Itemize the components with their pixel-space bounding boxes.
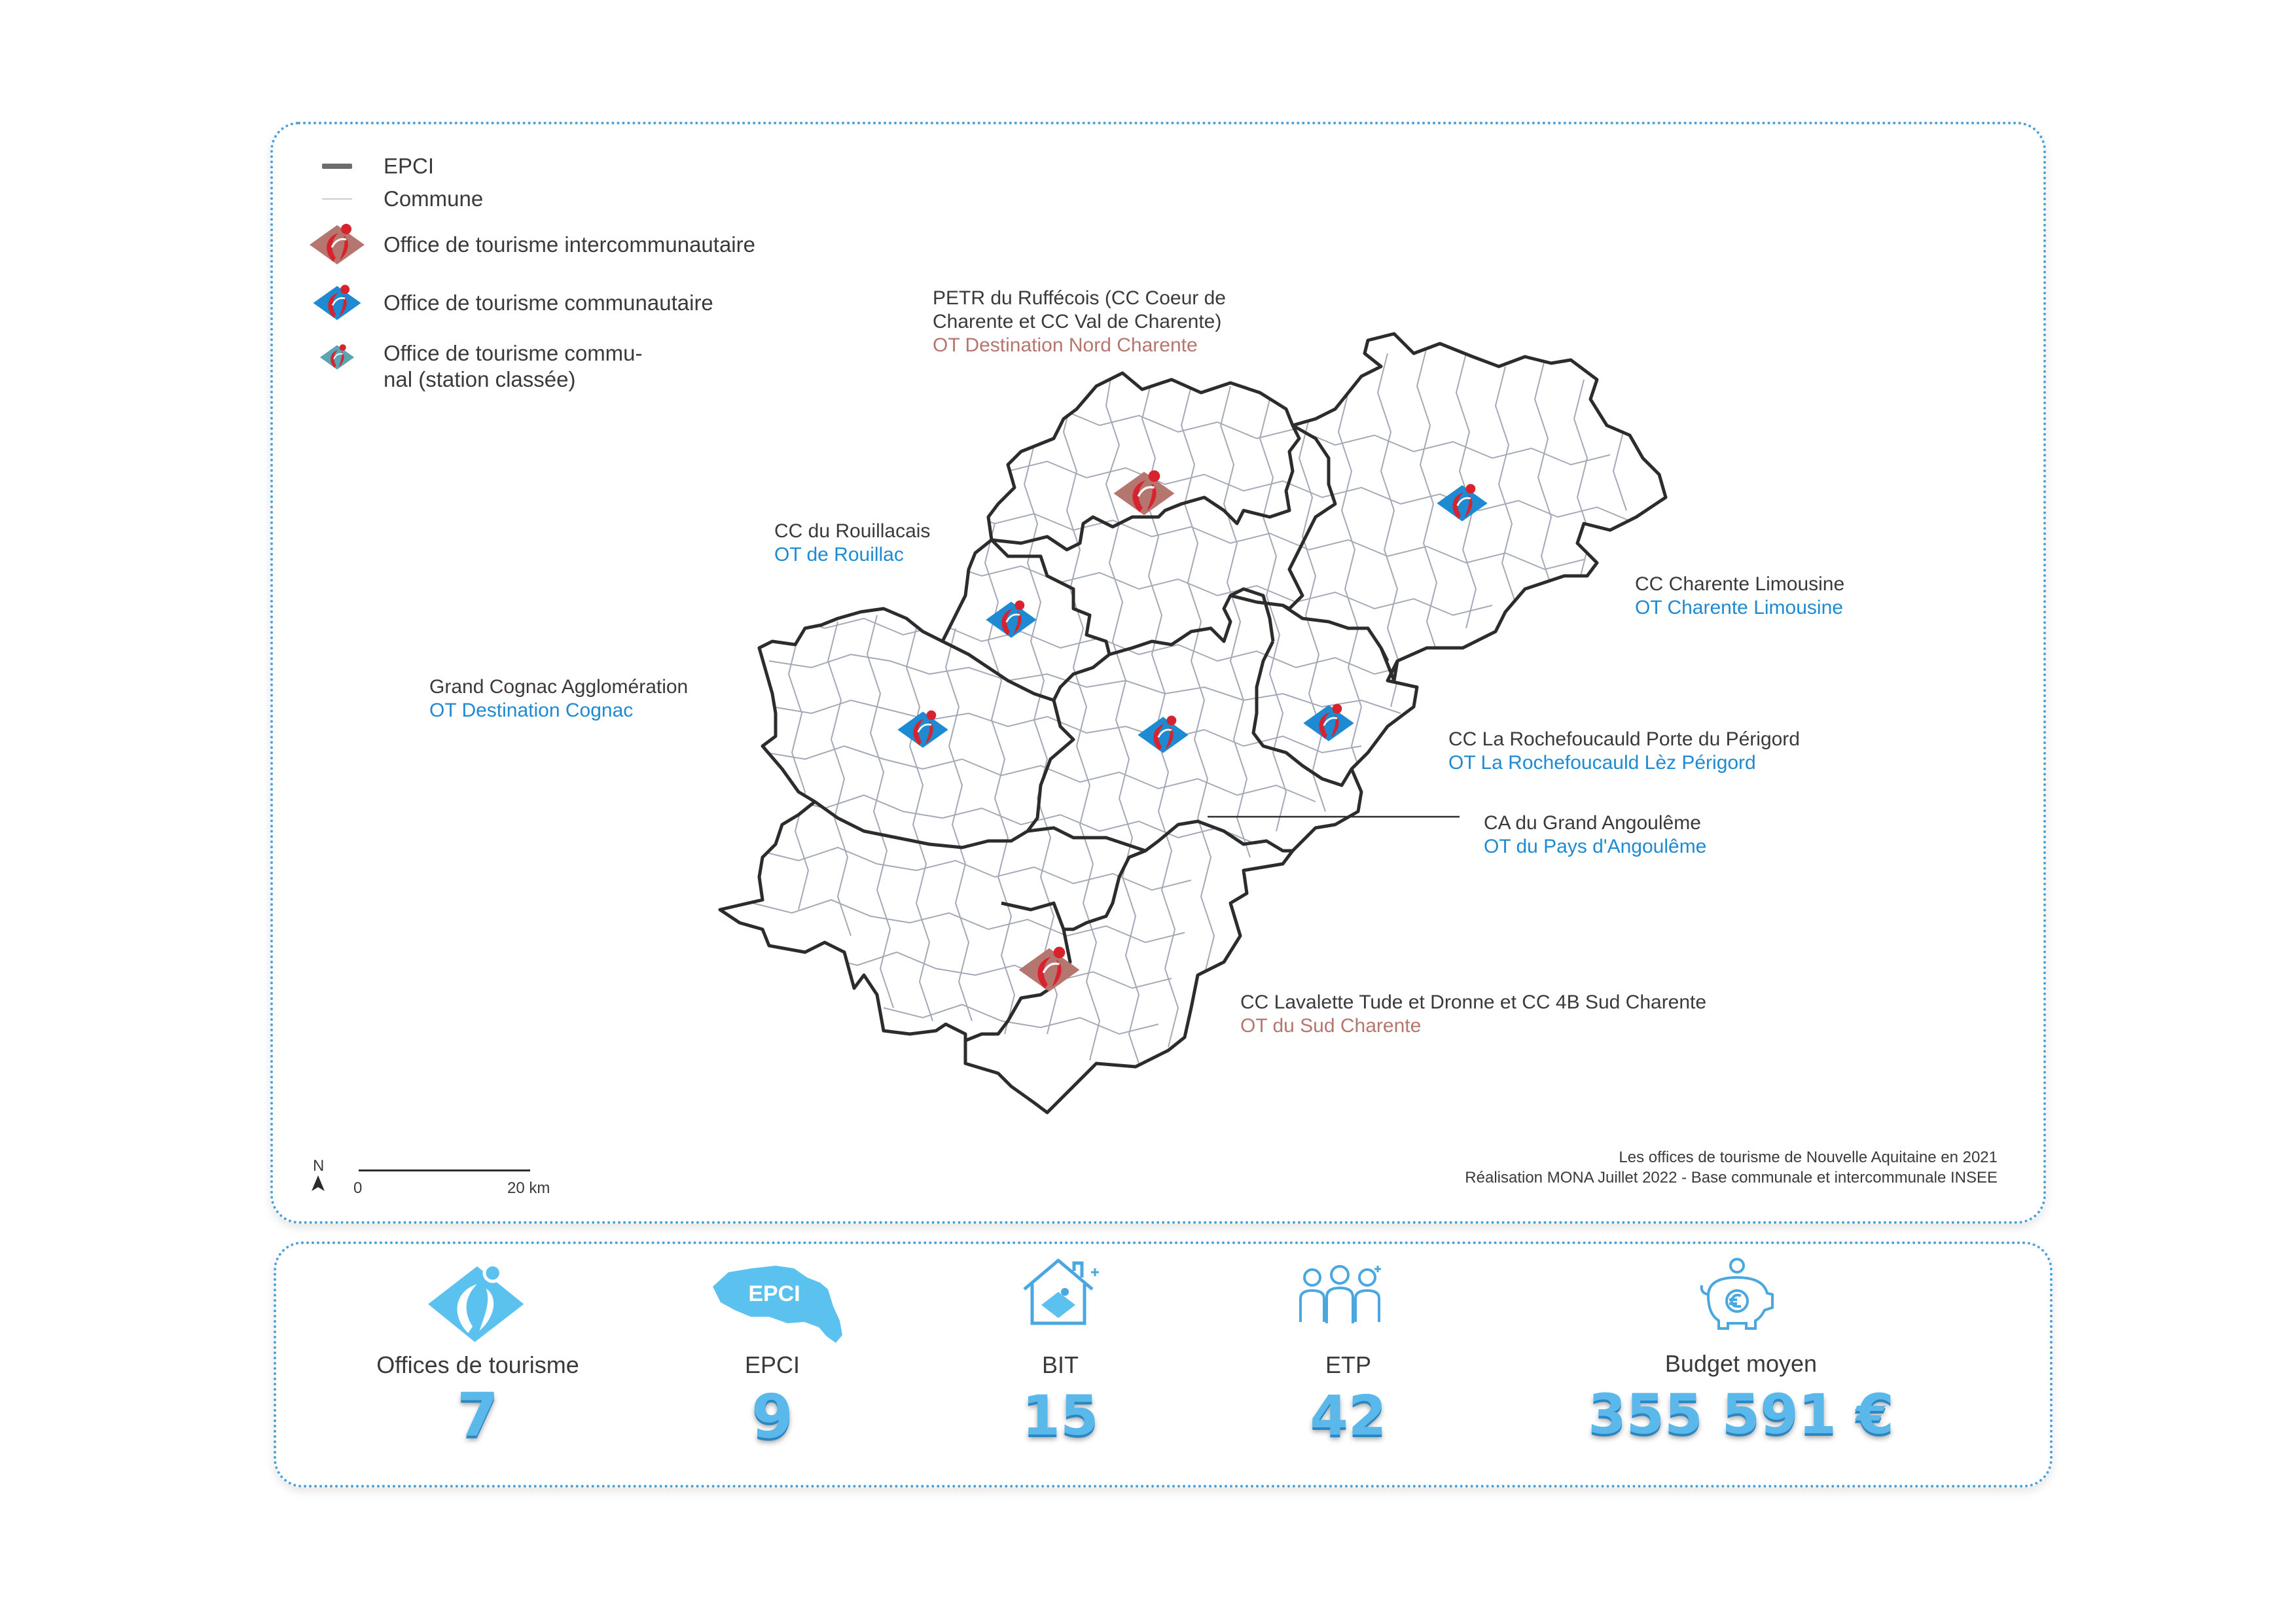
label-sud-charente-ot: OT du Sud Charente [1240,1015,1422,1037]
label-rouillacais: CC du Rouillacais OT de Rouillac [774,520,930,567]
etp-people-icon [1299,1265,1381,1323]
scale-km: 20 km [507,1179,550,1197]
label-limousine: CC Charente Limousine OT Charente Limous… [1635,573,1844,620]
legend-epci-label: EPCI [384,154,435,178]
legend-communal-label: Office de tourisme commu- nal (station c… [384,340,643,393]
bit-house-icon [1023,1258,1099,1325]
stat-etp-label: ETP [1325,1351,1371,1378]
source-line1: Les offices de tourisme de Nouvelle Aqui… [1619,1149,1998,1166]
epci-line-icon [308,162,367,170]
label-ruffecois-line2: Charente et CC Val de Charente) [933,311,1222,332]
legend-epci: EPCI [308,153,434,179]
legend-commune: Commune [308,186,483,212]
label-angouleme-ot: OT du Pays d'Angoulême [1484,836,1707,857]
north-arrow-icon [312,1175,325,1191]
marker-rouillac-icon[interactable] [984,599,1038,639]
legend-communautaire-label: Office de tourisme communautaire [384,291,713,315]
legend-commune-label: Commune [384,187,484,211]
marker-sud-charente-icon[interactable] [1017,945,1081,993]
stat-budget: Budget moyen 355 591 € [1558,1350,1924,1442]
marker-ruffecois-icon[interactable] [1112,469,1176,516]
legend-communal-line1: Office de tourisme commu- [384,341,643,365]
label-ruffecois-line1: PETR du Ruffécois (CC Coeur de [933,287,1226,309]
commune-line-icon [308,197,367,201]
stat-budget-value: 355 591 € [1588,1382,1894,1446]
stat-offices-label: Offices de tourisme [376,1351,579,1378]
marker-rochefoucauld-icon[interactable] [1302,703,1355,743]
piggy-bank-euro-icon [1700,1258,1774,1330]
legend-intercommunautaire-label: Office de tourisme intercommunautaire [384,232,755,257]
north-label: N [313,1157,325,1175]
stat-bit: BIT 15 [995,1351,1126,1443]
stat-etp: ETP 42 [1283,1351,1414,1443]
label-sud-charente-epci: CC Lavalette Tude et Dronne et CC 4B Sud… [1240,991,1707,1013]
marker-cognac-icon[interactable] [896,709,950,749]
label-cognac-ot: OT Destination Cognac [429,700,634,721]
scale-bar [359,1169,530,1171]
label-rochefoucauld: CC La Rochefoucauld Porte du Périgord OT… [1448,728,1800,775]
legend-intercommunautaire: Office de tourisme intercommunautaire [308,220,755,270]
label-angouleme: CA du Grand Angoulême OT du Pays d'Angou… [1484,812,1706,859]
label-limousine-epci: CC Charente Limousine [1635,573,1845,595]
label-rochefoucauld-epci: CC La Rochefoucauld Porte du Périgord [1448,728,1800,750]
office-tourisme-icon [428,1262,524,1342]
legend-communal-line2: nal (station classée) [384,367,576,391]
stat-offices: Offices de tourisme 7 [367,1351,589,1446]
commune-boundaries [752,346,1637,1074]
stat-budget-label: Budget moyen [1664,1350,1818,1377]
legend-communautaire: Office de tourisme communautaire [308,281,713,325]
label-rouillacais-ot: OT de Rouillac [774,544,904,565]
label-rochefoucauld-ot: OT La Rochefoucauld Lèz Périgord [1448,752,1756,774]
label-cognac-epci: Grand Cognac Agglomération [429,676,689,698]
source-line2: Réalisation MONA Juillet 2022 - Base com… [1465,1169,1998,1186]
stat-bit-value: 15 [1022,1383,1099,1448]
marker-limousine-icon[interactable] [1435,483,1489,523]
label-rouillacais-epci: CC du Rouillacais [774,520,931,542]
scale-zero: 0 [353,1179,363,1197]
label-ruffecois: PETR du Ruffécois (CC Coeur de Charente … [933,287,1226,357]
label-cognac: Grand Cognac Agglomération OT Destinatio… [429,675,688,722]
marker-angouleme-icon[interactable] [1136,715,1190,755]
legend-communal: Office de tourisme commu- nal (station c… [308,340,643,393]
label-sud-charente: CC Lavalette Tude et Dronne et CC 4B Sud… [1240,991,1706,1038]
epci-shape-icon: EPCI [713,1266,842,1343]
stat-epci: EPCI 9 [707,1351,838,1447]
label-ruffecois-ot: OT Destination Nord Charente [933,334,1198,356]
map-markers [896,469,1489,993]
stat-etp-value: 42 [1310,1383,1387,1448]
stats-panel [274,1241,2053,1488]
stat-epci-label: EPCI [744,1351,800,1378]
stat-bit-label: BIT [1041,1351,1079,1378]
epci-icon-text: EPCI [748,1281,800,1306]
label-angouleme-epci: CA du Grand Angoulême [1484,812,1701,834]
label-limousine-ot: OT Charente Limousine [1635,597,1843,618]
epci-boundaries [720,334,1666,1113]
stat-offices-value: 7 [456,1380,499,1450]
stat-epci-value: 9 [751,1382,793,1452]
